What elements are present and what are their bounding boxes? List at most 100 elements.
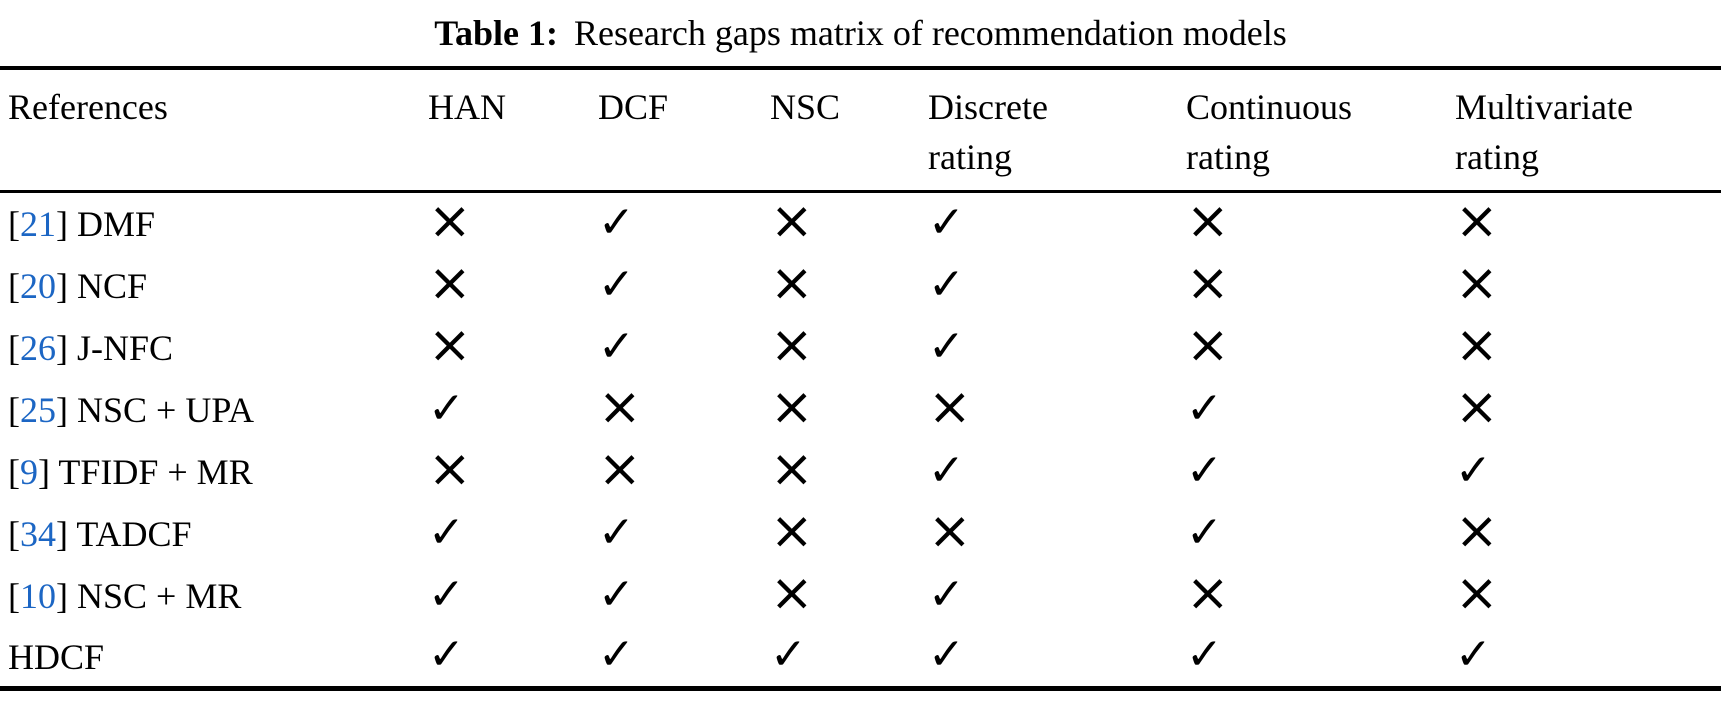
mark-cell: ✓ — [598, 503, 770, 565]
reference-cell: [34] TADCF — [0, 503, 428, 565]
check-icon: ✓ — [598, 568, 635, 620]
citation-open-bracket: [ — [8, 266, 20, 306]
cross-icon: × — [770, 191, 814, 251]
mark-cell: ✓ — [928, 627, 1186, 689]
mark-cell: × — [1186, 317, 1455, 379]
cross-icon: × — [1455, 191, 1499, 251]
mark-cell: ✓ — [928, 317, 1186, 379]
check-icon: ✓ — [1186, 629, 1223, 680]
check-icon: ✓ — [928, 320, 965, 372]
mark-cell: ✓ — [1455, 627, 1721, 689]
citation-close-bracket: ] — [56, 576, 68, 616]
mark-cell: × — [1455, 192, 1721, 256]
check-icon: ✓ — [598, 258, 635, 310]
citation-number[interactable]: 9 — [20, 452, 38, 492]
table-caption-text: Research gaps matrix of recommendation m… — [573, 13, 1287, 53]
check-icon: ✓ — [1186, 382, 1223, 434]
check-icon: ✓ — [1455, 444, 1492, 496]
cross-icon: × — [1455, 315, 1499, 375]
cross-icon: × — [770, 315, 814, 375]
check-icon: ✓ — [598, 320, 635, 372]
cross-icon: × — [770, 563, 814, 623]
mark-cell: × — [1455, 379, 1721, 441]
table-body: [21] DMF × ✓ × ✓ × × [20] NCF × ✓ × ✓ × … — [0, 192, 1721, 689]
mark-cell: ✓ — [598, 255, 770, 317]
check-icon: ✓ — [928, 568, 965, 620]
table-row: [9] TFIDF + MR × × × ✓ ✓ ✓ — [0, 441, 1721, 503]
citation-space — [68, 390, 77, 430]
column-header-continuous-rating: Continuous rating — [1186, 68, 1455, 193]
mark-cell: × — [598, 379, 770, 441]
check-icon: ✓ — [928, 444, 965, 496]
citation-number[interactable]: 20 — [20, 266, 56, 306]
check-icon: ✓ — [1455, 629, 1492, 680]
table-row: [26] J-NFC × ✓ × ✓ × × — [0, 317, 1721, 379]
citation: [10] — [8, 576, 77, 616]
citation-space — [68, 204, 77, 244]
column-header-nsc: NSC — [770, 68, 928, 193]
mark-cell: × — [598, 441, 770, 503]
table-row: [25] NSC + UPA ✓ × × × ✓ × — [0, 379, 1721, 441]
model-name: J-NFC — [77, 328, 174, 368]
reference-cell: [21] DMF — [0, 192, 428, 256]
mark-cell: ✓ — [1186, 441, 1455, 503]
check-icon: ✓ — [598, 196, 635, 248]
table-row: [10] NSC + MR ✓ ✓ × ✓ × × — [0, 565, 1721, 627]
mark-cell: × — [770, 317, 928, 379]
mark-cell: ✓ — [428, 379, 598, 441]
cross-icon: × — [1455, 377, 1499, 437]
mark-cell: × — [770, 379, 928, 441]
mark-cell: × — [1186, 565, 1455, 627]
citation-open-bracket: [ — [8, 452, 20, 492]
citation-number[interactable]: 26 — [20, 328, 56, 368]
citation-open-bracket: [ — [8, 576, 20, 616]
check-icon: ✓ — [928, 629, 965, 680]
citation: [20] — [8, 266, 77, 306]
mark-cell: ✓ — [598, 627, 770, 689]
column-header-references: References — [0, 68, 428, 193]
mark-cell: ✓ — [1186, 627, 1455, 689]
cross-icon: × — [1455, 563, 1499, 623]
mark-cell: × — [1186, 192, 1455, 256]
table-row: [34] TADCF ✓ ✓ × × ✓ × — [0, 503, 1721, 565]
citation-close-bracket: ] — [56, 266, 68, 306]
reference-cell: HDCF — [0, 627, 428, 689]
citation-close-bracket: ] — [56, 204, 68, 244]
reference-cell: [10] NSC + MR — [0, 565, 428, 627]
citation: [9] — [8, 452, 58, 492]
mark-cell: × — [928, 503, 1186, 565]
check-icon: ✓ — [1186, 506, 1223, 558]
model-name: NSC + MR — [77, 576, 242, 616]
citation-number[interactable]: 34 — [20, 514, 56, 554]
column-header-discrete-rating: Discrete rating — [928, 68, 1186, 193]
cross-icon: × — [598, 377, 642, 437]
mark-cell: ✓ — [928, 192, 1186, 256]
reference-cell: [9] TFIDF + MR — [0, 441, 428, 503]
mark-cell: × — [770, 255, 928, 317]
cross-icon: × — [1455, 253, 1499, 313]
reference-cell: [26] J-NFC — [0, 317, 428, 379]
model-name: TADCF — [76, 514, 192, 554]
mark-cell: ✓ — [928, 565, 1186, 627]
column-header-multivariate-rating: Multivariate rating — [1455, 68, 1721, 193]
check-icon: ✓ — [928, 196, 965, 248]
citation-number[interactable]: 21 — [20, 204, 56, 244]
cross-icon: × — [1186, 253, 1230, 313]
mark-cell: × — [770, 441, 928, 503]
citation-number[interactable]: 25 — [20, 390, 56, 430]
mark-cell: ✓ — [1186, 379, 1455, 441]
check-icon: ✓ — [428, 506, 465, 558]
citation-open-bracket: [ — [8, 514, 20, 554]
cross-icon: × — [770, 439, 814, 499]
mark-cell: × — [428, 192, 598, 256]
cross-icon: × — [428, 315, 472, 375]
citation-number[interactable]: 10 — [20, 576, 56, 616]
mark-cell: × — [1186, 255, 1455, 317]
cross-icon: × — [598, 439, 642, 499]
citation-close-bracket: ] — [56, 514, 68, 554]
mark-cell: × — [1455, 255, 1721, 317]
citation: [26] — [8, 328, 77, 368]
model-name: NSC + UPA — [77, 390, 255, 430]
cross-icon: × — [428, 439, 472, 499]
mark-cell: × — [1455, 503, 1721, 565]
